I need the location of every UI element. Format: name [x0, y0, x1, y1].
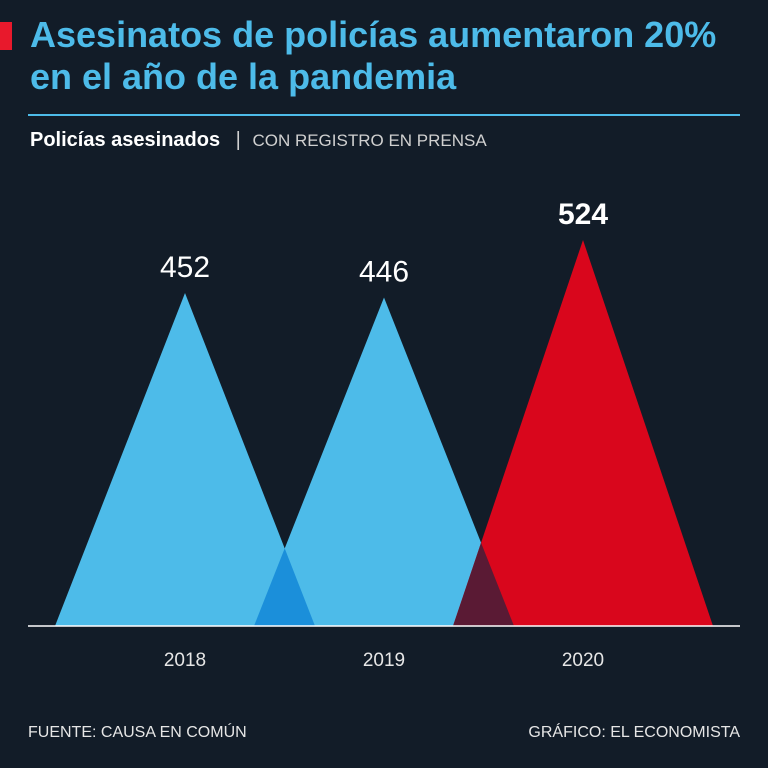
overlap-2018-2019	[254, 548, 315, 626]
value-label-2018: 452	[160, 251, 210, 284]
subtitle-note: CON REGISTRO EN PRENSA	[252, 131, 487, 150]
value-label-2019: 446	[359, 255, 409, 288]
source-credit: FUENTE: CAUSA EN COMÚN	[28, 724, 247, 741]
subtitle-main: Policías asesinados	[30, 129, 221, 151]
title-divider	[28, 114, 740, 116]
bar-2019	[254, 297, 514, 626]
chart-subtitle: Policías asesinados | CON REGISTRO EN PR…	[30, 126, 487, 155]
x-tick-label-2018: 2018	[164, 650, 206, 671]
x-tick-label-2019: 2019	[363, 650, 405, 671]
bar-2020	[453, 240, 713, 626]
title-accent-bar	[0, 22, 12, 50]
value-label-2020: 524	[558, 198, 608, 231]
graphic-credit: GRÁFICO: EL ECONOMISTA	[528, 724, 740, 741]
subtitle-separator: |	[235, 129, 241, 151]
page-title: Asesinatos de policías aumentaron 20% en…	[30, 14, 717, 97]
overlap-2019-2020	[453, 542, 514, 626]
x-tick-label-2020: 2020	[562, 650, 604, 671]
bar-2018	[55, 293, 315, 626]
